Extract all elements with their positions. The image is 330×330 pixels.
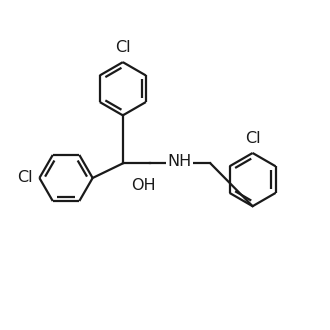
Text: Cl: Cl	[17, 171, 32, 185]
Text: OH: OH	[131, 178, 155, 193]
Text: Cl: Cl	[115, 40, 131, 55]
Text: Cl: Cl	[245, 131, 260, 146]
Text: NH: NH	[168, 154, 192, 169]
